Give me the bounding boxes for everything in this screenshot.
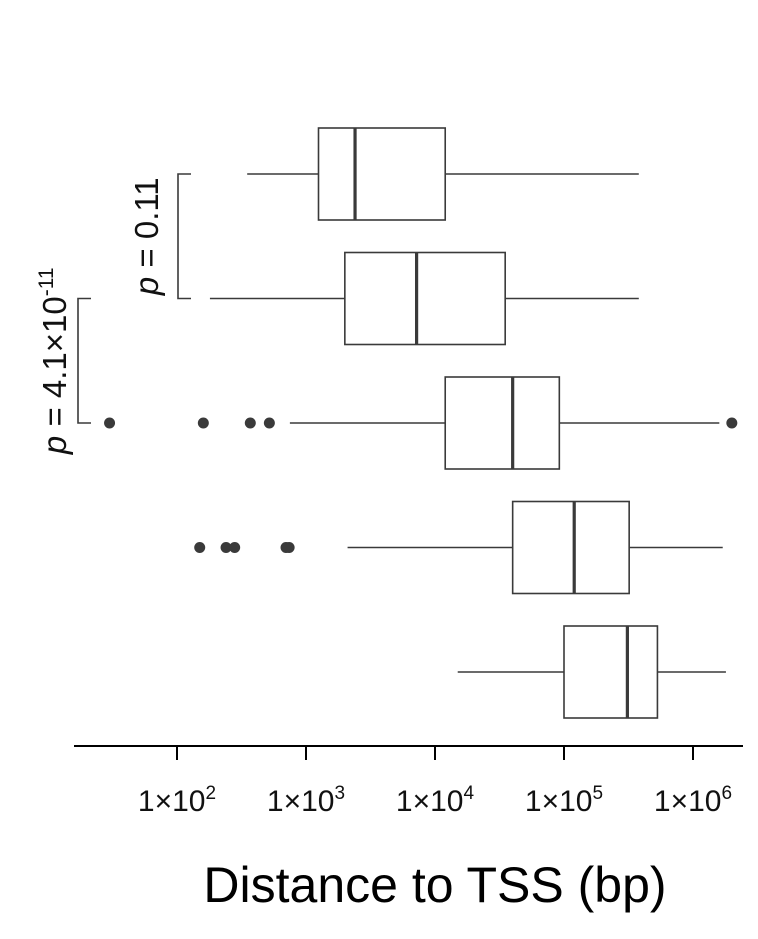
- x-tick-label: 1×104: [396, 783, 475, 818]
- p-value-label: p = 0.11: [128, 177, 165, 296]
- boxes-layer: [104, 127, 738, 719]
- outlier-point: [104, 417, 116, 429]
- box-group: [457, 625, 726, 719]
- outlier-point: [194, 542, 206, 553]
- p-value-label: p = 4.1×10-11: [35, 267, 73, 455]
- annotations-layer: p = 0.11 p = 4.1×10-11: [35, 173, 191, 455]
- outlier-point: [197, 417, 209, 429]
- outlier-point: [220, 542, 232, 553]
- outlier-point: [263, 417, 275, 429]
- box-group: [209, 251, 639, 346]
- box-group: [104, 376, 738, 470]
- box: [317, 127, 447, 221]
- box-group: [247, 127, 639, 221]
- x-tick-label: 1×102: [138, 783, 216, 818]
- significance-bracket: [77, 297, 91, 424]
- x-axis-label: Distance to TSS (bp): [203, 857, 666, 913]
- box: [444, 376, 561, 470]
- outlier-point: [244, 417, 256, 429]
- outlier-point: [229, 542, 241, 553]
- significance-bracket: [177, 173, 191, 300]
- x-ticks: 1×102 1×103 1×104 1×105 1×106: [138, 746, 732, 818]
- x-tick-label: 1×105: [525, 783, 603, 818]
- box-group: [194, 500, 723, 595]
- x-tick-label: 1×103: [267, 783, 345, 818]
- box: [563, 625, 659, 719]
- outlier-point: [283, 542, 295, 553]
- x-tick-label: 1×106: [654, 783, 732, 818]
- box: [344, 251, 506, 346]
- box: [511, 500, 630, 595]
- outlier-point: [726, 417, 738, 429]
